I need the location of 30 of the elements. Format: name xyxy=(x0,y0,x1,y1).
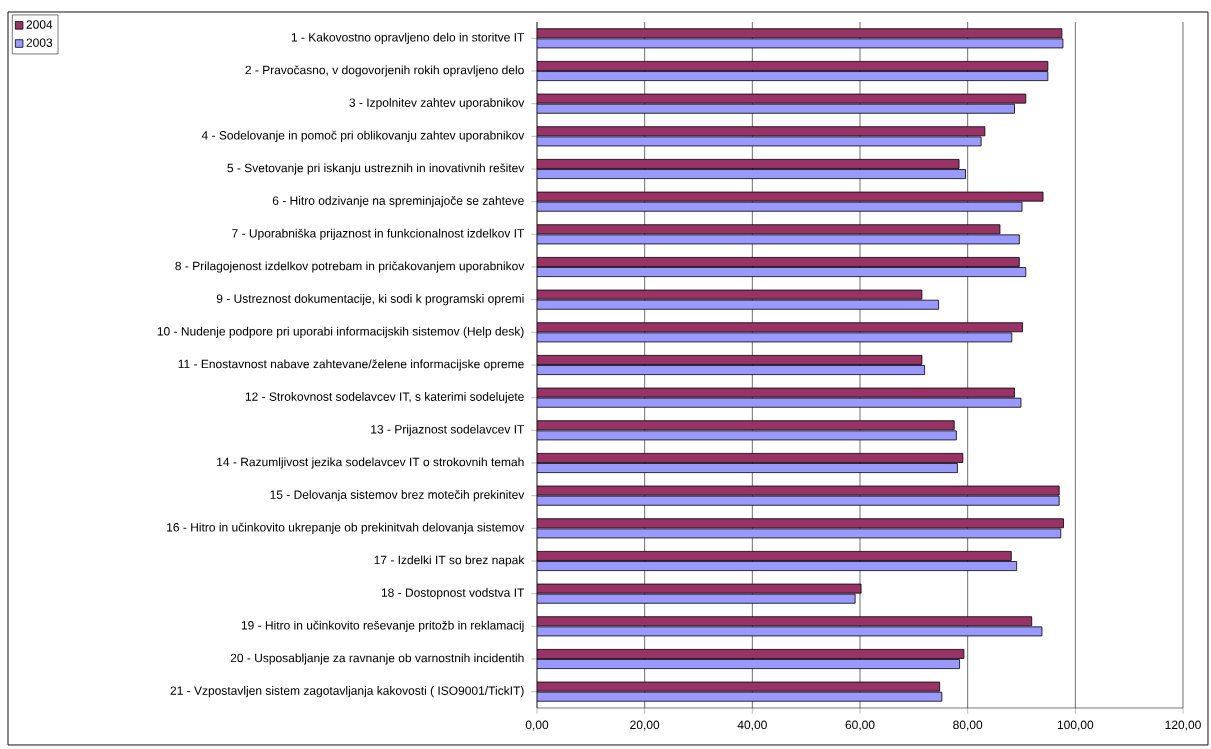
y-tick-label: 12 - Strokovnost sodelavcev IT, s katerimi sodelujete xyxy=(245,392,524,404)
y-tick-label: 21 - Vzpostavljen sistem zagotavljanja kakovosti ( ISO9001/TickIT) xyxy=(170,686,524,698)
y-tick-label: 6 - Hitro odzivanje na spreminjajoče se zahteve xyxy=(272,196,524,208)
y-tick-label: 2 - Pravočasno, v dogovorjenih rokih opravljeno delo xyxy=(245,65,524,77)
y-tick-label: 13 - Prijaznost sodelavcev IT xyxy=(371,424,525,436)
y-tick-label: 9 - Ustreznost dokumentacije, ki sodi k programski opremi xyxy=(216,294,524,306)
y-tick-label: 20 - Usposabljanje za ravnanje ob varnostnih incidentih xyxy=(230,653,524,665)
y-tick-label: 14 - Razumljivost jezika sodelavcev IT o strokovnih temah xyxy=(217,457,524,469)
x-tick-label: 100,00 xyxy=(1057,720,1094,731)
y-tick-label: 16 - Hitro in učinkovito ukrepanje ob prekinitvah delovanja sistemov xyxy=(167,522,525,534)
x-tick-label: 80,00 xyxy=(953,720,983,731)
y-tick-label: 19 - Hitro in učinkovito reševanje pritožb in reklamacij xyxy=(241,620,524,632)
y-tick-label: 4 - Sodelovanje in pomoč pri oblikovanju zahtev uporabnikov xyxy=(201,130,525,142)
y-tick-label: 5 - Svetovanje pri iskanju ustreznih in inovativnih rešitev xyxy=(227,163,525,175)
legend-label: 2003 xyxy=(26,38,53,47)
y-tick-label: 1 - Kakovostno opravljeno delo in storitve IT xyxy=(291,32,525,44)
y-tick-label: 10 - Nudenje podpore pri uporabi informacijskih sistemov (Help desk) xyxy=(157,326,524,338)
x-tick-label: 20,00 xyxy=(630,720,660,731)
y-tick-label: 18 - Dostopnost vodstva IT xyxy=(381,588,525,600)
legend-label: 2004 xyxy=(26,20,53,29)
y-tick-label: 17 - Izdelki IT so brez napak xyxy=(374,555,525,567)
x-tick-label: 0,00 xyxy=(525,720,549,731)
y-tick-label: 3 - Izpolnitev zahtev uporabnikov xyxy=(349,98,525,110)
y-tick-label: 11 - Enostavnost nabave zahtevane/želene informacijske opreme xyxy=(178,359,524,371)
y-tick-label: 7 - Uporabniška prijaznost in funkcionalnost izdelkov IT xyxy=(232,228,525,240)
x-tick-label: 40,00 xyxy=(737,720,767,731)
x-tick-label: 60,00 xyxy=(845,720,875,731)
y-tick-label: 15 - Delovanja sistemov brez motečih prekinitev xyxy=(270,490,525,502)
x-tick-label: 120,00 xyxy=(1165,720,1201,731)
y-tick-label: 8 - Prilagojenost izdelkov potrebam in pričakovanjem uporabnikov xyxy=(175,261,525,273)
